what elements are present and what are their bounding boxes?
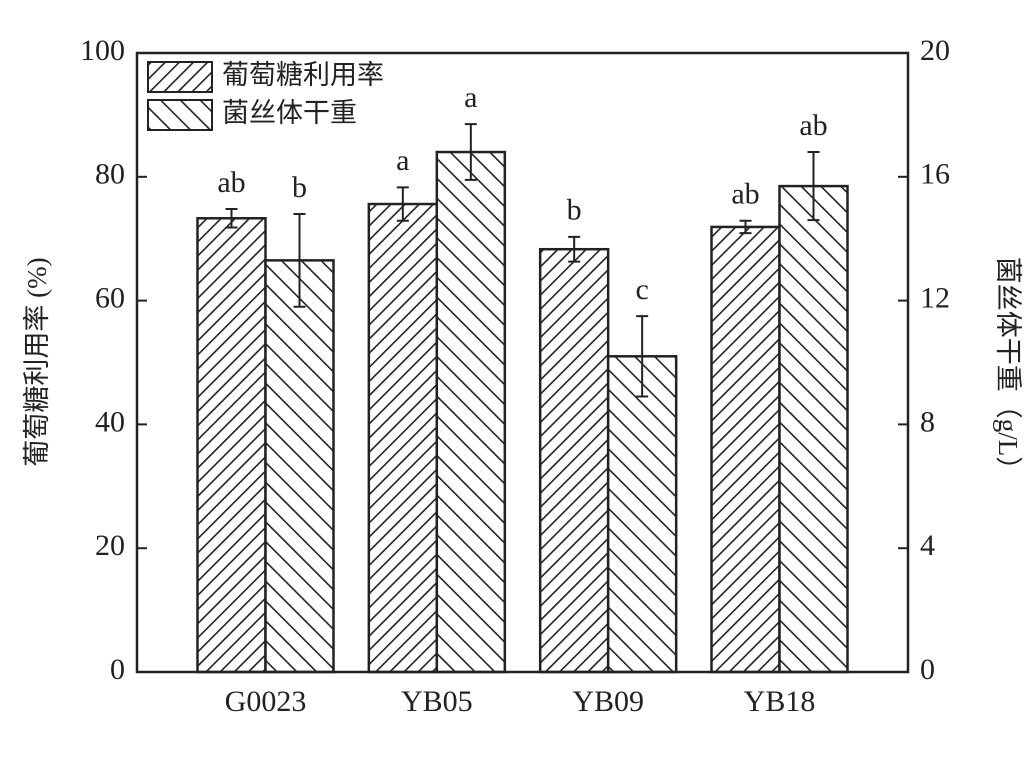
- legend-label: 菌丝体干重: [222, 98, 357, 128]
- bar: [606, 355, 678, 674]
- significance-letter: c: [636, 273, 649, 306]
- significance-letter: a: [396, 144, 409, 177]
- y-tick-label: 20: [95, 529, 125, 562]
- y2-tick-label: 0: [920, 653, 935, 686]
- plot-frame: [135, 51, 910, 674]
- y-tick-label: 40: [95, 405, 125, 438]
- error-bar: [293, 212, 306, 308]
- y-tick-label: 100: [80, 34, 125, 67]
- error-bar: [739, 219, 752, 235]
- bar: [435, 150, 507, 674]
- bar: [367, 202, 439, 674]
- y2-tick-label: 20: [920, 34, 950, 67]
- error-bar: [396, 186, 409, 222]
- y2-tick-label: 16: [920, 158, 950, 191]
- x-tick-label: G0023: [225, 685, 307, 718]
- error-bar: [807, 151, 820, 222]
- y-tick-label: 0: [110, 653, 125, 686]
- y2-tick-label: 12: [920, 281, 950, 314]
- y2-axis-label: 菌丝体干重（g/L）: [993, 257, 1023, 484]
- bar: [196, 217, 267, 674]
- bar: [264, 259, 335, 674]
- bar: [778, 184, 849, 674]
- error-bar: [568, 235, 581, 263]
- y-axis-label: 葡萄糖利用率 (%): [22, 257, 52, 466]
- significance-letter: b: [567, 194, 582, 227]
- y2-tick-label: 4: [920, 529, 935, 562]
- error-bar: [464, 123, 477, 181]
- significance-letter: a: [464, 81, 477, 114]
- legend-label: 葡萄糖利用率: [222, 60, 384, 90]
- x-tick-label: YB05: [401, 685, 473, 718]
- error-bar: [225, 207, 238, 229]
- bar: [710, 225, 781, 674]
- significance-letter: b: [292, 171, 307, 204]
- significance-letter: ab: [217, 166, 245, 199]
- y-tick-label: 60: [95, 281, 125, 314]
- significance-letter: ab: [799, 109, 827, 142]
- x-tick-label: YB09: [572, 685, 644, 718]
- error-bar: [636, 315, 649, 398]
- y2-tick-label: 8: [920, 405, 935, 438]
- y-tick-label: 80: [95, 158, 125, 191]
- bar: [538, 247, 610, 674]
- legend-swatch: [147, 61, 213, 93]
- x-tick-label: YB18: [744, 685, 816, 718]
- significance-letter: ab: [731, 178, 759, 211]
- legend-swatch: [147, 99, 213, 131]
